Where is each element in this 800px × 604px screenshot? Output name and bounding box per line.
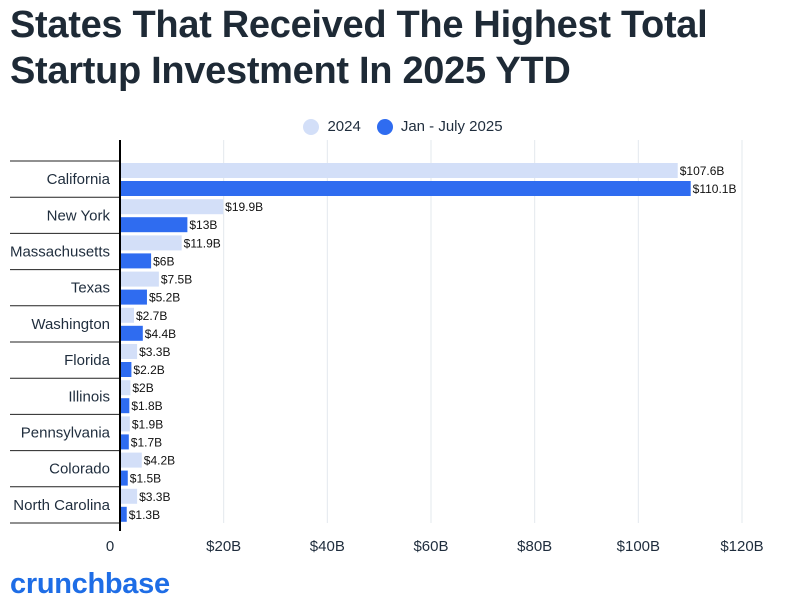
category-label: New York [47,207,111,224]
category-label: Florida [64,352,111,369]
bar-2024 [120,344,138,359]
data-label: $1.5B [130,472,161,486]
chart-title-line-2: Startup Investment In 2025 YTD [10,50,571,92]
data-label: $13B [189,218,217,232]
x-tick-label: 0 [106,538,114,555]
data-label: $3.3B [139,345,170,359]
category-label: North Carolina [13,497,110,514]
legend-label-2024: 2024 [327,118,361,135]
data-label: $5.2B [149,291,180,305]
bar-2024 [120,416,130,432]
data-label: $2.7B [136,309,167,323]
category-label: Illinois [68,388,110,405]
data-label: $6B [153,254,174,268]
bar-2025 [120,434,129,450]
bar-2025 [120,253,152,269]
data-label: $1.7B [131,435,162,449]
data-label: $2B [132,381,153,395]
crunchbase-logo: crunchbase [10,568,170,600]
bar-2024 [120,452,142,468]
bar-2025 [120,362,132,377]
category-label: Washington [31,316,110,333]
category-label: Massachusetts [10,244,110,261]
bar-2024 [120,307,134,323]
bar-2024 [120,380,131,396]
x-tick-label: $120B [720,538,763,555]
x-tick-label: $80B [517,538,552,555]
data-label: $4.2B [144,454,175,468]
x-tick-label: $40B [310,538,345,555]
data-label: $110.1B [693,182,737,196]
chart-title: States That Received The Highest Total S… [10,2,790,94]
chart-title-line-1: States That Received The Highest Total [10,4,708,46]
category-label: Pennsylvania [21,425,111,442]
bar-2025 [120,181,691,196]
bar-2024 [120,235,182,251]
category-label: Colorado [49,461,110,478]
bar-2025 [120,470,128,486]
x-tick-label: $60B [413,538,448,555]
legend-swatch-2024 [303,118,320,135]
data-label: $1.8B [131,399,162,413]
legend-label-2025: Jan - July 2025 [400,118,503,135]
bar-2024 [120,488,138,504]
legend-item-2025: Jan - July 2025 [376,118,503,135]
bar-2024 [120,199,224,215]
data-label: $107.6B [680,164,725,178]
category-label: California [47,171,111,188]
data-label: $11.9B [184,236,221,250]
data-label: $4.4B [145,327,176,341]
bar-2025 [120,325,143,341]
bar-2025 [120,289,147,305]
legend-swatch-2025 [376,118,393,135]
data-label: $19.9B [225,200,263,214]
x-tick-label: $100B [617,538,660,555]
chart-legend: 2024 Jan - July 2025 [0,118,800,135]
bar-2025 [120,217,188,233]
bar-2025 [120,506,127,522]
bar-2024 [120,163,678,178]
data-label: $1.3B [129,508,160,522]
data-label: $7.5B [161,273,192,287]
bar-2025 [120,398,130,414]
data-label: $1.9B [132,417,163,431]
bar-2024 [120,271,159,287]
data-label: $2.2B [133,363,164,377]
data-label: $3.3B [139,490,170,504]
legend-item-2024: 2024 [303,118,361,135]
category-label: Texas [71,280,110,297]
x-tick-label: $20B [206,538,241,555]
